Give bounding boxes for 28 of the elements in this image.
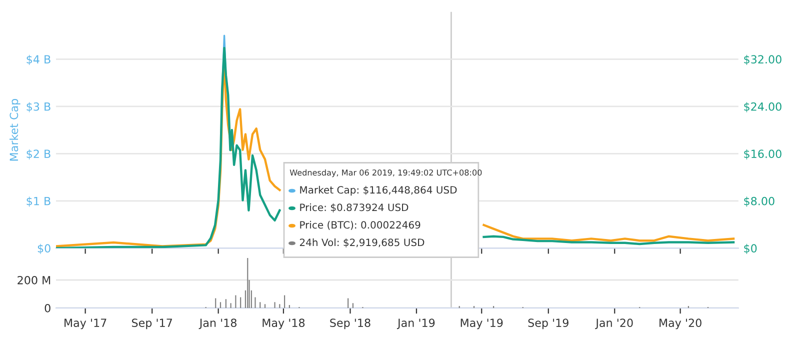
- y2-tick-label: $16.00: [744, 149, 782, 160]
- annotation: 24h Vol: $2,919,685 USD: [300, 238, 424, 248]
- x-tick-label: Sep '18: [330, 318, 370, 330]
- y-axis-title: Market Cap: [10, 98, 20, 161]
- y2-tick-label: $0: [744, 244, 757, 254]
- x-tick-label: Sep '17: [132, 318, 172, 330]
- x-tick-label: Sep '19: [528, 318, 568, 330]
- y-tick-label: $2 B: [26, 149, 50, 160]
- x-tick-label: Jan '19: [396, 318, 435, 330]
- x-tick-label: May '20: [660, 318, 702, 330]
- annotation: Price (BTC): 0.00022469: [300, 220, 420, 230]
- x-tick-label: Jan '18: [198, 318, 236, 330]
- y-tick-label: $0: [38, 244, 50, 254]
- x-tick-label: Jan '20: [595, 318, 633, 330]
- y-tick-label: $4 B: [26, 54, 50, 66]
- y2-tick-label: $32.00: [744, 54, 782, 66]
- annotation: Wednesday, Mar 06 2019, 19:49:02 UTC+08:00: [290, 169, 482, 178]
- x-tick-label: May '18: [262, 318, 305, 330]
- annotation: Market Cap: $116,448,864 USD: [300, 186, 457, 196]
- y-tick-label: $3 B: [26, 102, 50, 112]
- x-tick-label: May '19: [460, 318, 503, 330]
- y-tick-label: $1 B: [26, 196, 50, 207]
- x-tick-label: May '17: [64, 318, 106, 330]
- annotation: Price: $0.873924 USD: [300, 203, 408, 212]
- y2-tick-label: $24.00: [744, 102, 782, 112]
- y-tick-label: 200 M: [18, 276, 50, 284]
- y-tick-label: 0: [44, 304, 50, 312]
- y2-tick-label: $8.00: [744, 196, 774, 207]
